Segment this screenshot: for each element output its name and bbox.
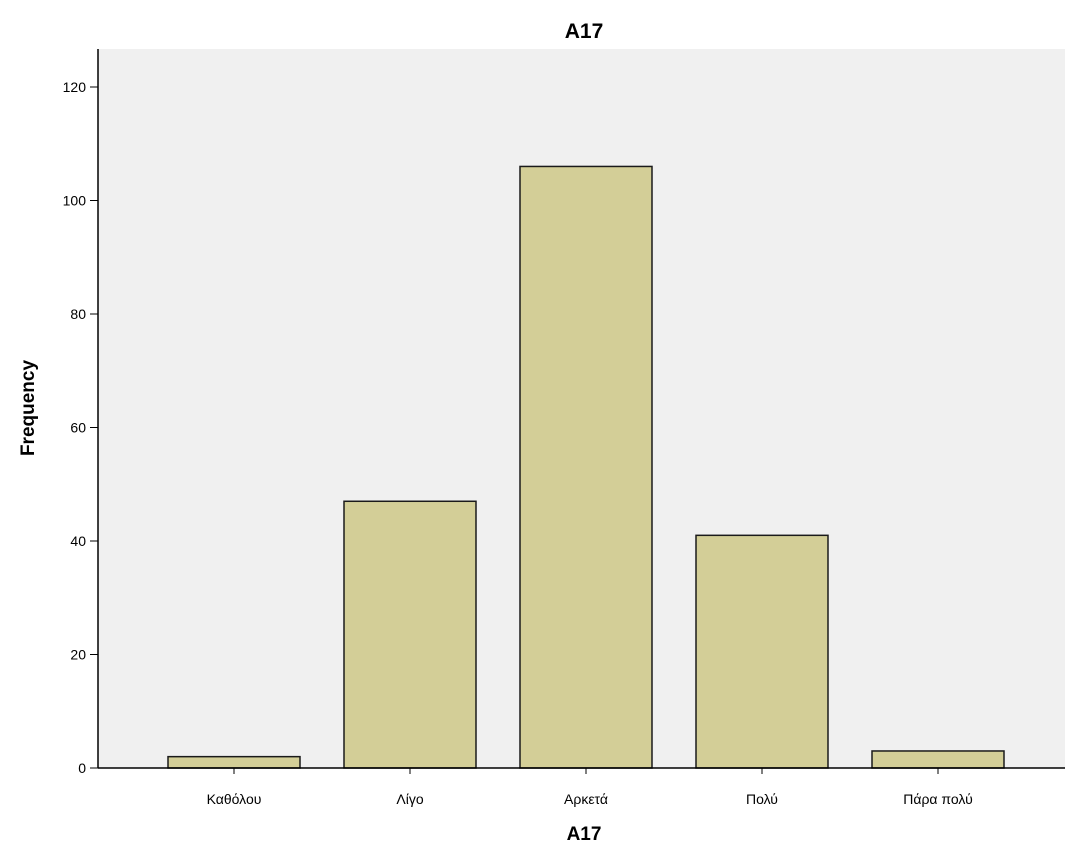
y-tick-label: 100 — [63, 193, 87, 209]
y-tick-label: 20 — [70, 647, 86, 663]
x-tick-label: Καθόλου — [207, 791, 262, 807]
bar-5 — [871, 750, 1005, 769]
y-axis-ticks: 0 20 40 60 80 100 120 — [63, 79, 98, 776]
y-tick-label: 40 — [70, 533, 86, 549]
y-tick-label: 120 — [63, 79, 87, 95]
x-tick-label: Πολύ — [746, 791, 778, 807]
bar-1 — [167, 755, 301, 769]
bar-4 — [695, 534, 829, 769]
x-axis-ticks: Καθόλου Λίγο Αρκετά Πολύ Πάρα πολύ — [207, 768, 973, 807]
bar-3 — [519, 165, 653, 769]
y-tick-label: 80 — [70, 306, 86, 322]
x-tick-label: Λίγο — [396, 791, 423, 807]
x-axis-title: A17 — [567, 824, 602, 844]
x-tick-label: Πάρα πολύ — [903, 791, 972, 807]
y-axis-title: Frequency — [18, 360, 39, 457]
chart-title: A17 — [565, 20, 604, 43]
y-tick-label: 0 — [78, 760, 86, 776]
bars — [167, 165, 1005, 769]
y-tick-label: 60 — [70, 420, 86, 436]
bar-2 — [343, 500, 477, 769]
x-tick-label: Αρκετά — [564, 791, 608, 807]
